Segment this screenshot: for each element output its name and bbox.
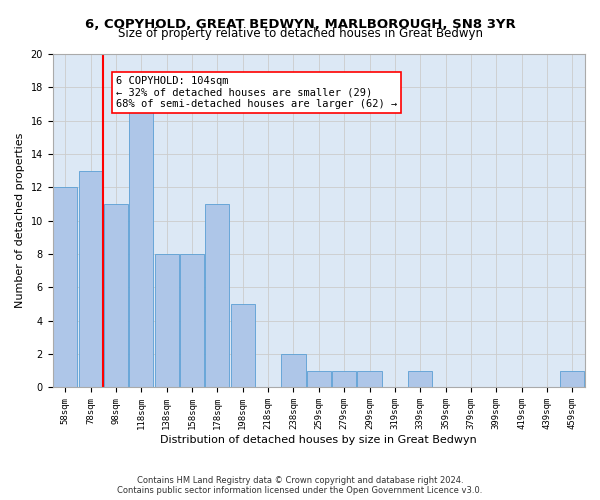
Text: Size of property relative to detached houses in Great Bedwyn: Size of property relative to detached ho… (118, 28, 482, 40)
Text: Contains HM Land Registry data © Crown copyright and database right 2024.
Contai: Contains HM Land Registry data © Crown c… (118, 476, 482, 495)
Y-axis label: Number of detached properties: Number of detached properties (15, 133, 25, 308)
Bar (104, 204, 128, 388)
Bar (231, 304, 255, 388)
Bar (53, 188, 77, 388)
Bar (332, 371, 356, 388)
Bar (79, 170, 103, 388)
X-axis label: Distribution of detached houses by size in Great Bedwyn: Distribution of detached houses by size … (160, 435, 477, 445)
Text: 6 COPYHOLD: 104sqm
← 32% of detached houses are smaller (29)
68% of semi-detache: 6 COPYHOLD: 104sqm ← 32% of detached hou… (116, 76, 397, 109)
Text: 6, COPYHOLD, GREAT BEDWYN, MARLBOROUGH, SN8 3YR: 6, COPYHOLD, GREAT BEDWYN, MARLBOROUGH, … (85, 18, 515, 30)
Bar (560, 371, 584, 388)
Bar (358, 371, 382, 388)
Bar (155, 254, 179, 388)
Bar (205, 204, 229, 388)
Bar (408, 371, 432, 388)
Bar (307, 371, 331, 388)
Bar (180, 254, 204, 388)
Bar (130, 104, 154, 388)
Bar (281, 354, 305, 388)
